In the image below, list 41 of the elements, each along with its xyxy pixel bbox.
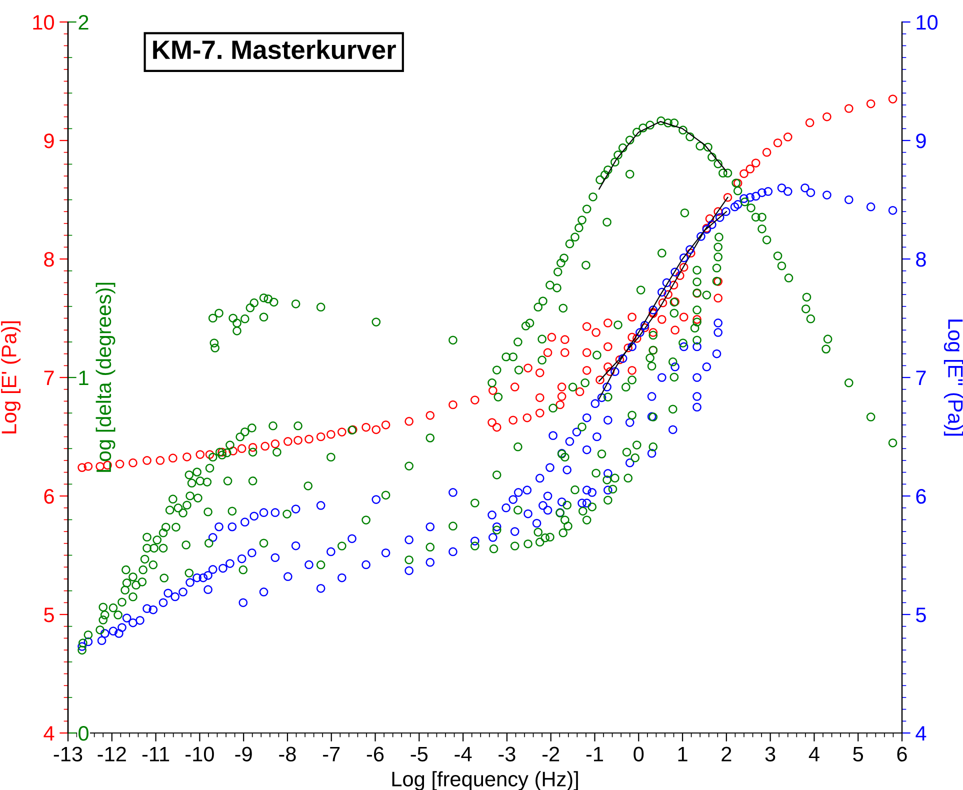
x-tick-label: -4: [454, 746, 472, 762]
x-tick-label: 0: [634, 746, 644, 762]
x-tick-label: -6: [366, 746, 384, 762]
y3-axis-title: Log [delta (degrees)]: [96, 282, 116, 472]
y2-tick-label: 6: [916, 489, 926, 504]
y2-axis-title: Log [E'' (Pa)]: [944, 320, 963, 436]
y2-tick-label: 8: [916, 252, 926, 267]
y2-tick-label: 9: [916, 134, 926, 148]
y2-tick-label: 5: [916, 608, 926, 622]
x-tick-label: -7: [323, 746, 340, 762]
y3-tick-label: 2: [78, 15, 88, 30]
y-tick-label: 4: [44, 726, 54, 741]
x-tick-label: 4: [808, 746, 820, 762]
x-tick-label: -11: [142, 746, 170, 762]
y-tick-label: 9: [44, 134, 54, 148]
y3-tick-label: 0: [78, 726, 88, 741]
x-tick-label: -8: [279, 746, 296, 762]
y-tick-label: 7: [44, 370, 54, 386]
x-tick-label: 1: [678, 746, 688, 762]
y-tick-label: 10: [33, 15, 54, 30]
text: KM-7. Masterkurver: [153, 40, 396, 60]
y2-tick-label: 7: [916, 370, 926, 386]
x-tick-label: 5: [853, 746, 864, 762]
x-tick-label: -10: [186, 746, 214, 762]
y-tick-label: 8: [44, 252, 54, 267]
x-tick-label: 2: [722, 746, 732, 762]
x-tick-label: 3: [765, 746, 776, 762]
y2-tick-label: 4: [916, 726, 926, 741]
y2-tick-label: 10: [916, 15, 938, 30]
x-tick-label: -9: [235, 746, 252, 762]
y-tick-label: 5: [44, 608, 54, 622]
x-tick-label: -2: [542, 746, 560, 762]
x-tick-label: 6: [897, 746, 907, 762]
x-tick-label: -3: [498, 746, 516, 762]
x-tick-label: -12: [98, 746, 126, 762]
y3-tick-label: 1: [79, 370, 88, 386]
x-tick-label: -13: [54, 746, 82, 762]
x-tick-label: -5: [410, 746, 428, 762]
y-tick-label: 6: [44, 489, 54, 504]
x-tick-label: -1: [586, 746, 603, 762]
y-axis-title: Log [E' (Pa)]: [1, 321, 21, 434]
